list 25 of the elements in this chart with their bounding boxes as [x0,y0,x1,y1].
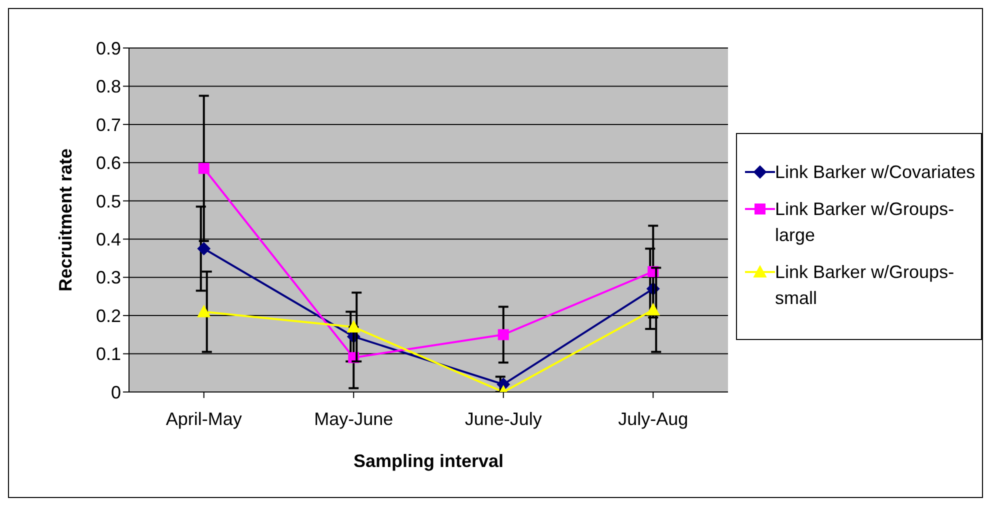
x-tick-label: April-May [166,408,242,429]
point [498,329,509,340]
y-tick-label: 0.9 [96,38,121,58]
y-tick-label: 0.4 [96,230,121,250]
y-tick-label: 0.7 [96,114,121,135]
y-tick-label: 0.3 [96,268,121,288]
y-tick-label: 0.2 [96,306,121,326]
y-tick-label: 0.6 [96,153,121,174]
legend-label: Link Barker w/Groups-small [775,261,956,310]
x-tick-label: July-Aug [618,408,688,429]
point [646,303,660,316]
point [197,305,210,318]
point [347,320,360,333]
point [198,162,210,174]
point [197,242,210,256]
y-tick-label: 0.1 [96,344,121,364]
y-tick-label: 0.8 [96,76,121,97]
x-tick-label: June-July [464,408,542,429]
y-tick-label: 0 [110,382,121,402]
y-axis-title: Recruitment rate [55,148,76,292]
x-axis-title: Sampling interval [353,451,504,471]
legend-label: Link Barker w/Groups-large [775,198,956,247]
legend-label: Link Barker w/Covariates [775,161,976,184]
x-tick-label: May-June [314,408,394,429]
y-tick-label: 0.5 [96,191,121,212]
